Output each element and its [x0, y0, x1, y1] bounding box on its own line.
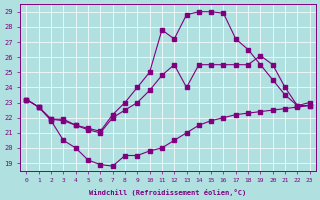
X-axis label: Windchill (Refroidissement éolien,°C): Windchill (Refroidissement éolien,°C): [90, 189, 247, 196]
